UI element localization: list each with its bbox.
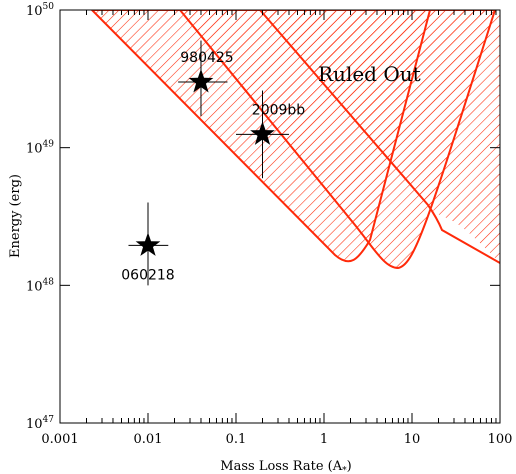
y-tick-label: 1048 bbox=[26, 277, 54, 294]
x-tick-label: 1 bbox=[320, 432, 328, 447]
star-marker-icon bbox=[135, 232, 161, 256]
y-tick-label: 1050 bbox=[26, 2, 54, 19]
y-tick-label: 1047 bbox=[26, 415, 54, 432]
ruled-out-regions bbox=[90, 10, 500, 270]
x-tick-label: 100 bbox=[488, 432, 513, 447]
point-label: 060218 bbox=[121, 267, 174, 283]
star-marker-icon bbox=[188, 68, 214, 93]
x-axis: 0.001 0.01 0.1 1 10 100 bbox=[41, 10, 512, 447]
star-marker-icon bbox=[250, 121, 275, 145]
data-point-060218: 060218 bbox=[121, 202, 175, 286]
point-label: 2009bb bbox=[252, 102, 306, 118]
region-label: Ruled Out bbox=[318, 62, 421, 86]
plot-frame bbox=[59, 9, 501, 424]
data-points: 980425 2009bb 060218 bbox=[121, 40, 306, 286]
y-axis: 1047 1048 1049 1050 bbox=[26, 2, 500, 432]
x-axis-label: Mass Loss Rate (A*) bbox=[220, 459, 351, 474]
x-tick-label: 0.01 bbox=[134, 432, 163, 447]
point-label: 980425 bbox=[180, 50, 233, 66]
ruled-out-region-3 bbox=[178, 10, 497, 270]
y-axis-label: Energy (erg) bbox=[8, 174, 23, 258]
x-tick-label: 0.1 bbox=[226, 432, 247, 447]
x-tick-label: 10 bbox=[404, 432, 421, 447]
x-tick-label: 0.001 bbox=[41, 432, 78, 447]
data-point-2009bb: 2009bb bbox=[236, 90, 306, 179]
y-tick-label: 1049 bbox=[26, 140, 54, 157]
data-point-980425: 980425 bbox=[178, 40, 234, 116]
